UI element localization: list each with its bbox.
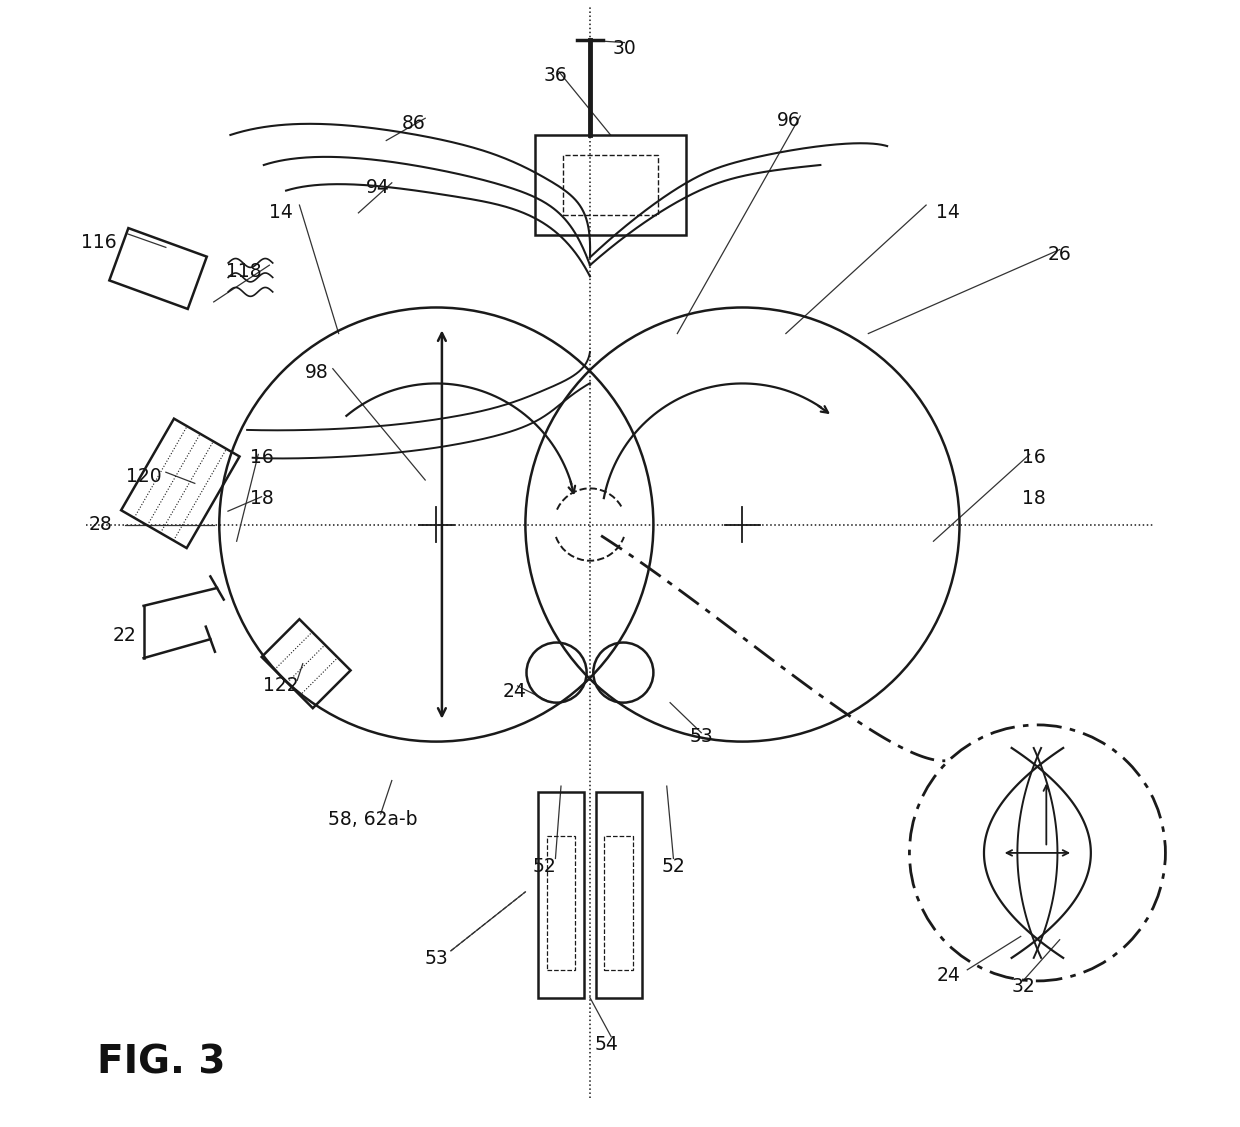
- Text: 30: 30: [613, 38, 636, 57]
- Text: 120: 120: [125, 468, 161, 486]
- Text: 98: 98: [305, 363, 329, 382]
- Text: 32: 32: [1011, 977, 1035, 996]
- Text: 86: 86: [402, 114, 427, 133]
- Text: 14: 14: [269, 203, 293, 222]
- Text: 53: 53: [689, 727, 713, 746]
- Text: 16: 16: [1022, 449, 1047, 468]
- Text: 94: 94: [366, 178, 389, 197]
- Text: 28: 28: [88, 515, 112, 534]
- Text: 122: 122: [263, 676, 299, 695]
- Text: FIG. 3: FIG. 3: [97, 1044, 226, 1081]
- Text: 58, 62a-b: 58, 62a-b: [329, 810, 418, 829]
- Text: 52: 52: [532, 857, 557, 876]
- Text: 26: 26: [1048, 245, 1071, 264]
- Bar: [563, 156, 658, 215]
- Bar: [538, 791, 584, 997]
- Text: 14: 14: [936, 203, 960, 222]
- Text: 54: 54: [595, 1035, 619, 1054]
- Text: 18: 18: [1022, 489, 1047, 508]
- Text: 118: 118: [226, 263, 262, 282]
- Bar: [595, 791, 642, 997]
- Text: 24: 24: [502, 682, 526, 701]
- Text: 16: 16: [249, 449, 274, 468]
- Text: 96: 96: [777, 110, 801, 130]
- Bar: [547, 836, 575, 970]
- Text: 52: 52: [662, 857, 686, 876]
- Text: 53: 53: [424, 949, 448, 968]
- Text: 116: 116: [82, 233, 117, 252]
- Bar: [536, 135, 686, 236]
- Text: 24: 24: [936, 966, 960, 985]
- Text: 22: 22: [113, 627, 136, 646]
- Bar: [604, 836, 634, 970]
- Text: 36: 36: [543, 66, 568, 86]
- Text: 18: 18: [249, 489, 274, 508]
